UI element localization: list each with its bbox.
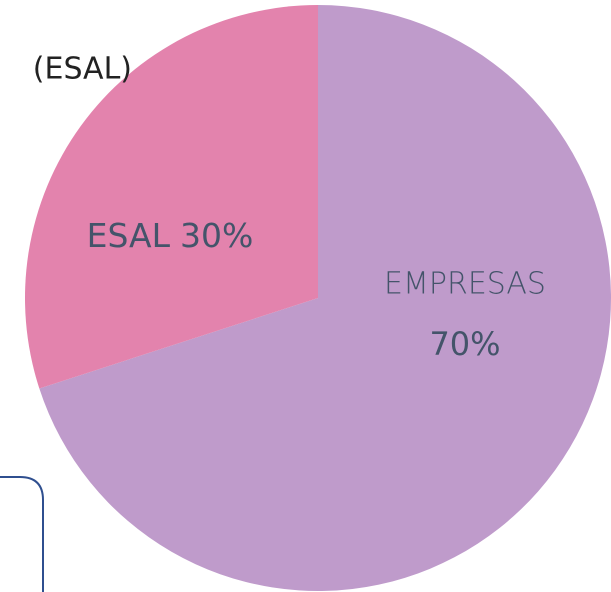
slice-label: ESAL — [87, 216, 171, 255]
annotation: (ESAL) — [33, 52, 132, 87]
slices — [24, 5, 611, 591]
slice-value-label: 70% — [429, 325, 500, 363]
slice-value-label: 30% — [180, 216, 253, 255]
slice-label: EMPRESAS — [384, 267, 546, 302]
pie-slice — [39, 5, 611, 591]
slice-label-group: ESAL 30% — [87, 216, 254, 255]
frame-border — [0, 476, 44, 592]
pie-slice — [24, 5, 319, 389]
